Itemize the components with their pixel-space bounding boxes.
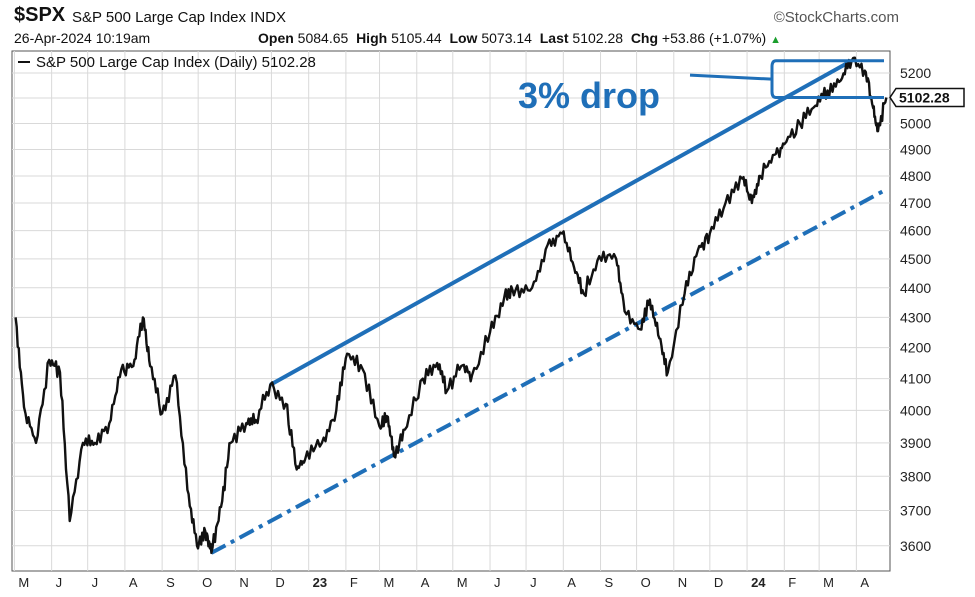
chg-label: Chg [630,30,659,46]
y-tick-label: 3900 [900,435,931,451]
quote-date: 26-Apr-2024 10:19am [14,30,151,46]
up-arrow-icon: ▲ [770,34,781,46]
y-tick-label: 4700 [900,195,931,211]
x-tick-label: J [56,575,63,590]
plot-frame [11,50,891,572]
y-tick-label: 3700 [900,503,931,519]
drop-annotation: 3% drop [518,75,660,116]
open-label: Open [258,30,294,46]
x-tick-label: O [202,575,212,590]
high-value: 5105.44 [391,30,442,46]
last-price-marker [889,87,965,108]
symbol-label: $SPX [14,4,66,26]
y-tick-label: 4400 [900,280,931,296]
last-price-label: 5102.28 [899,89,950,105]
x-tick-label: F [350,575,358,590]
x-tick-label: N [239,575,248,590]
x-tick-label: 24 [751,575,766,590]
x-tick-label: M [18,575,29,590]
x-axis: M J J A S O N D 23 F M A M J J A S O N D 24 F M A [18,575,869,590]
y-tick-label: 4200 [900,340,931,356]
y-tick-label: 4900 [900,141,931,157]
x-tick-label: A [860,575,869,590]
price-series-line [14,56,888,555]
x-tick-label: A [129,575,138,590]
x-tick-label: M [457,575,468,590]
x-tick-label: J [92,575,99,590]
x-tick-label: D [714,575,723,590]
bracket-pointer-line [689,73,773,81]
x-tick-label: S [605,575,614,590]
y-tick-label: 3600 [900,538,931,554]
grid-lines [12,51,890,571]
high-label: High [356,30,388,46]
low-label: Low [449,30,478,46]
index-name: S&P 500 Large Cap Index INDX [72,9,287,26]
y-tick-label: 4800 [900,168,931,184]
quote-bar: Open 5084.65 High 5105.44 Low 5073.14 La… [258,30,781,46]
low-value: 5073.14 [481,30,532,46]
y-tick-label: 4500 [900,251,931,267]
last-label: Last [539,30,569,46]
x-tick-label: D [275,575,284,590]
last-price-box: 5102.28 [889,87,965,108]
x-tick-label: O [641,575,651,590]
x-tick-label: F [788,575,796,590]
y-tick-label: 4600 [900,223,931,239]
x-tick-label: J [530,575,537,590]
x-tick-label: N [678,575,687,590]
y-tick-label: 3800 [900,468,931,484]
x-tick-label: J [494,575,501,590]
y-axis: 3600 3700 3800 3900 4000 4100 4200 4300 4400 4500… [900,65,931,554]
x-tick-label: S [166,575,175,590]
x-tick-label: A [421,575,430,590]
last-value: 5102.28 [572,30,624,46]
y-tick-label: 5000 [900,115,931,131]
upper-trend-line [269,59,853,387]
y-tick-label: 4000 [900,402,931,418]
y-tick-label: 5200 [900,65,931,81]
chg-value: +53.86 (+1.07%) [661,30,767,46]
y-tick-label: 4100 [900,371,931,387]
y-tick-label: 4300 [900,309,931,325]
stockcharts-logo[interactable]: ©StockCharts.com [773,9,899,26]
x-tick-label: M [384,575,395,590]
x-tick-label: A [567,575,576,590]
open-value: 5084.65 [297,30,349,46]
legend-label: S&P 500 Large Cap Index (Daily) 5102.28 [36,54,316,71]
x-tick-label: M [823,575,834,590]
x-tick-label: 23 [313,575,327,590]
